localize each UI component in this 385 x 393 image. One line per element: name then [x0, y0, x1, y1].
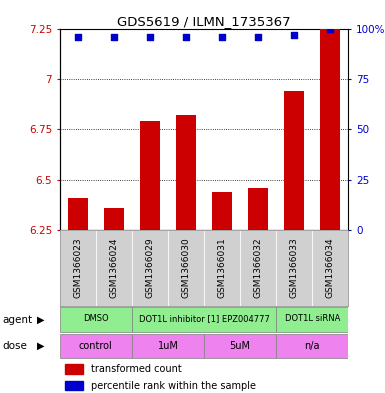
Text: percentile rank within the sample: percentile rank within the sample: [92, 381, 256, 391]
Bar: [104, 208, 124, 230]
Point: [327, 26, 333, 33]
Text: 1uM: 1uM: [157, 341, 178, 351]
Bar: [248, 187, 268, 230]
Text: DMSO: DMSO: [83, 314, 109, 323]
Point: [255, 34, 261, 40]
Bar: [132, 230, 168, 306]
Bar: [68, 198, 88, 230]
Bar: [320, 29, 340, 230]
Text: agent: agent: [2, 314, 32, 325]
Bar: [65, 364, 83, 374]
Point: [291, 32, 297, 39]
Text: GSM1366023: GSM1366023: [73, 237, 82, 298]
Text: ▶: ▶: [37, 341, 44, 351]
Bar: [204, 230, 240, 306]
Text: DOT1L siRNA: DOT1L siRNA: [285, 314, 340, 323]
Text: n/a: n/a: [305, 341, 320, 351]
Bar: [65, 381, 83, 390]
Bar: [285, 92, 304, 230]
Bar: [60, 230, 96, 306]
Bar: [276, 307, 348, 332]
Text: GSM1366032: GSM1366032: [254, 237, 263, 298]
Point: [183, 34, 189, 40]
Point: [147, 34, 153, 40]
Bar: [96, 230, 132, 306]
Bar: [60, 307, 132, 332]
Text: transformed count: transformed count: [92, 364, 182, 374]
Text: GSM1366029: GSM1366029: [146, 237, 154, 298]
Text: DOT1L inhibitor [1] EPZ004777: DOT1L inhibitor [1] EPZ004777: [139, 314, 270, 323]
Bar: [176, 116, 196, 230]
Point: [219, 34, 225, 40]
Text: GSM1366031: GSM1366031: [218, 237, 227, 298]
Bar: [132, 307, 276, 332]
Bar: [312, 230, 348, 306]
Bar: [168, 230, 204, 306]
Point: [111, 34, 117, 40]
Point: [75, 34, 81, 40]
Bar: [276, 334, 348, 358]
Bar: [60, 334, 132, 358]
Bar: [276, 230, 312, 306]
Title: GDS5619 / ILMN_1735367: GDS5619 / ILMN_1735367: [117, 15, 291, 28]
Bar: [204, 334, 276, 358]
Bar: [132, 334, 204, 358]
Text: control: control: [79, 341, 113, 351]
Text: dose: dose: [2, 341, 27, 351]
Text: GSM1366033: GSM1366033: [290, 237, 299, 298]
Text: GSM1366030: GSM1366030: [181, 237, 191, 298]
Text: GSM1366034: GSM1366034: [326, 237, 335, 298]
Text: ▶: ▶: [37, 314, 44, 325]
Text: 5uM: 5uM: [229, 341, 251, 351]
Text: GSM1366024: GSM1366024: [109, 238, 118, 298]
Bar: [212, 191, 232, 230]
Bar: [140, 121, 160, 230]
Bar: [240, 230, 276, 306]
